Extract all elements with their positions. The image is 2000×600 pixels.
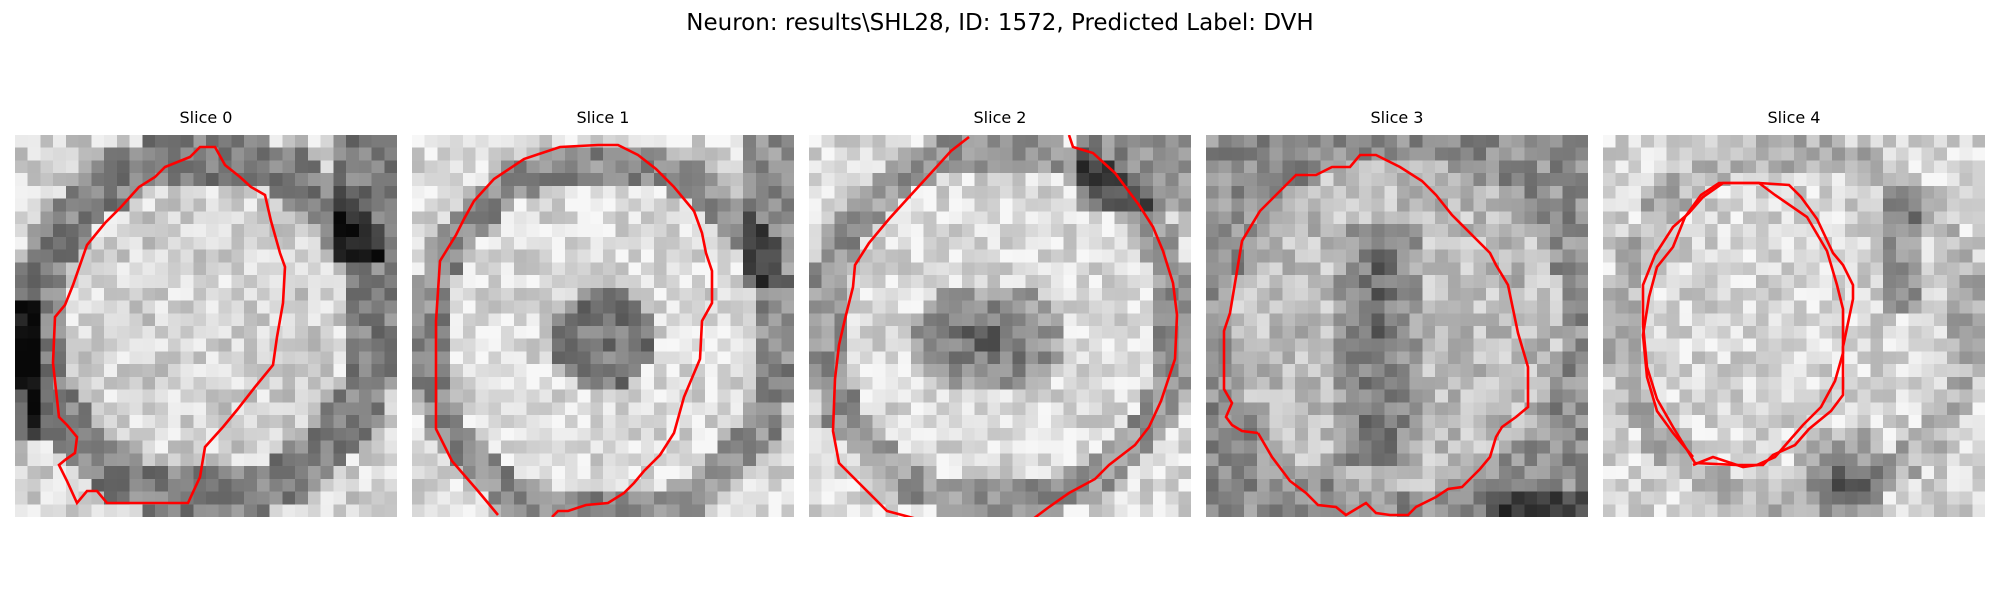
slice-image bbox=[1206, 135, 1588, 517]
slice-title: Slice 3 bbox=[1370, 108, 1424, 127]
slice-panel-1: Slice 1 bbox=[412, 108, 794, 518]
slice-title: Slice 1 bbox=[576, 108, 630, 127]
contour-line bbox=[1641, 181, 1855, 467]
slice-panel-2: Slice 2 bbox=[809, 108, 1191, 518]
contour-line bbox=[1033, 135, 1179, 517]
slice-image bbox=[1603, 135, 1985, 517]
slice-title: Slice 2 bbox=[973, 108, 1027, 127]
slice-image bbox=[15, 135, 397, 517]
segmentation-contour bbox=[434, 143, 714, 517]
segmentation-contour bbox=[831, 135, 1179, 517]
slice-panel-3: Slice 3 bbox=[1206, 108, 1588, 518]
slice-image bbox=[809, 135, 1191, 517]
segmentation-contour bbox=[1222, 153, 1530, 517]
figure-title: Neuron: results\SHL28, ID: 1572, Predict… bbox=[686, 10, 1314, 36]
slice-title: Slice 4 bbox=[1767, 108, 1821, 127]
slice-panel-0: Slice 0 bbox=[15, 108, 397, 518]
contour-line bbox=[831, 135, 970, 517]
contour-line bbox=[1641, 181, 1845, 469]
grayscale-slice bbox=[809, 135, 1191, 517]
grayscale-slice bbox=[1603, 135, 1985, 517]
slice-title: Slice 0 bbox=[179, 108, 233, 127]
grayscale-slice bbox=[15, 135, 397, 517]
slice-image bbox=[412, 135, 794, 517]
contour-line bbox=[51, 145, 287, 506]
segmentation-contour bbox=[51, 145, 287, 506]
contour-line bbox=[434, 143, 714, 517]
segmentation-contour bbox=[1641, 181, 1855, 469]
contour-line bbox=[1222, 153, 1530, 517]
slice-panel-4: Slice 4 bbox=[1603, 108, 1985, 518]
